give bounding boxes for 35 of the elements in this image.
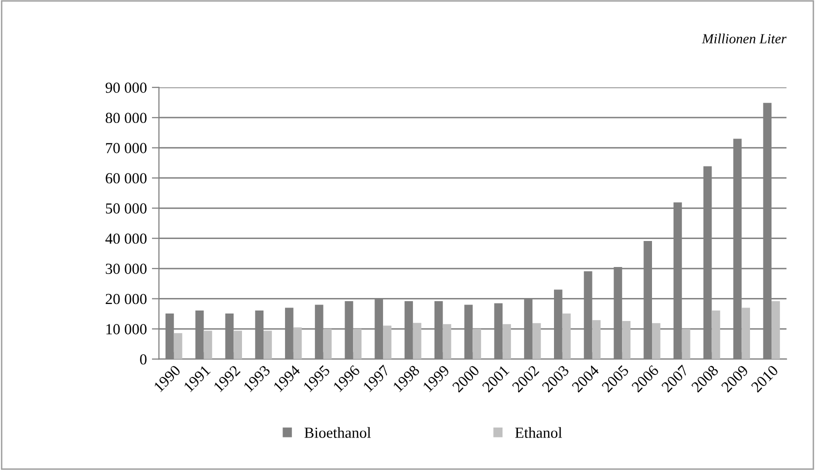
bar xyxy=(174,333,182,360)
y-tick-label: 30 000 xyxy=(106,264,147,274)
bar xyxy=(652,323,660,360)
bar xyxy=(442,324,452,360)
y-tick-label: 70 000 xyxy=(106,142,147,154)
bar xyxy=(353,328,362,360)
bar xyxy=(264,330,272,360)
legend-label: Bioethanol xyxy=(304,427,371,438)
y-tick-label: 40 000 xyxy=(105,233,147,244)
bar xyxy=(502,324,511,360)
bar xyxy=(204,330,212,360)
y-tick-label: 20 000 xyxy=(106,294,147,304)
bar xyxy=(772,301,780,360)
bar xyxy=(562,314,571,360)
y-tick-label: 10 000 xyxy=(106,324,147,334)
bar xyxy=(622,321,630,360)
y-tick-label: 60 000 xyxy=(106,173,147,184)
y-tick-label: 90 000 xyxy=(106,82,147,93)
bar xyxy=(383,326,392,360)
legend-label: Ethanol xyxy=(515,427,562,438)
bar xyxy=(412,322,422,360)
bar xyxy=(712,310,720,360)
y-tick-label: 80 000 xyxy=(106,112,147,124)
bar xyxy=(293,327,302,360)
y-tick-label: 0 xyxy=(140,354,147,365)
y-tick-label: 50 000 xyxy=(106,203,147,214)
bar xyxy=(323,328,332,360)
x-tick-label: 1991 xyxy=(183,364,211,392)
bar xyxy=(592,320,601,360)
bar xyxy=(234,330,242,360)
bar xyxy=(532,323,541,360)
chart-subtitle: Millionen Liter xyxy=(702,34,787,44)
bar xyxy=(682,328,690,360)
bar xyxy=(742,308,750,360)
bar xyxy=(472,328,482,360)
